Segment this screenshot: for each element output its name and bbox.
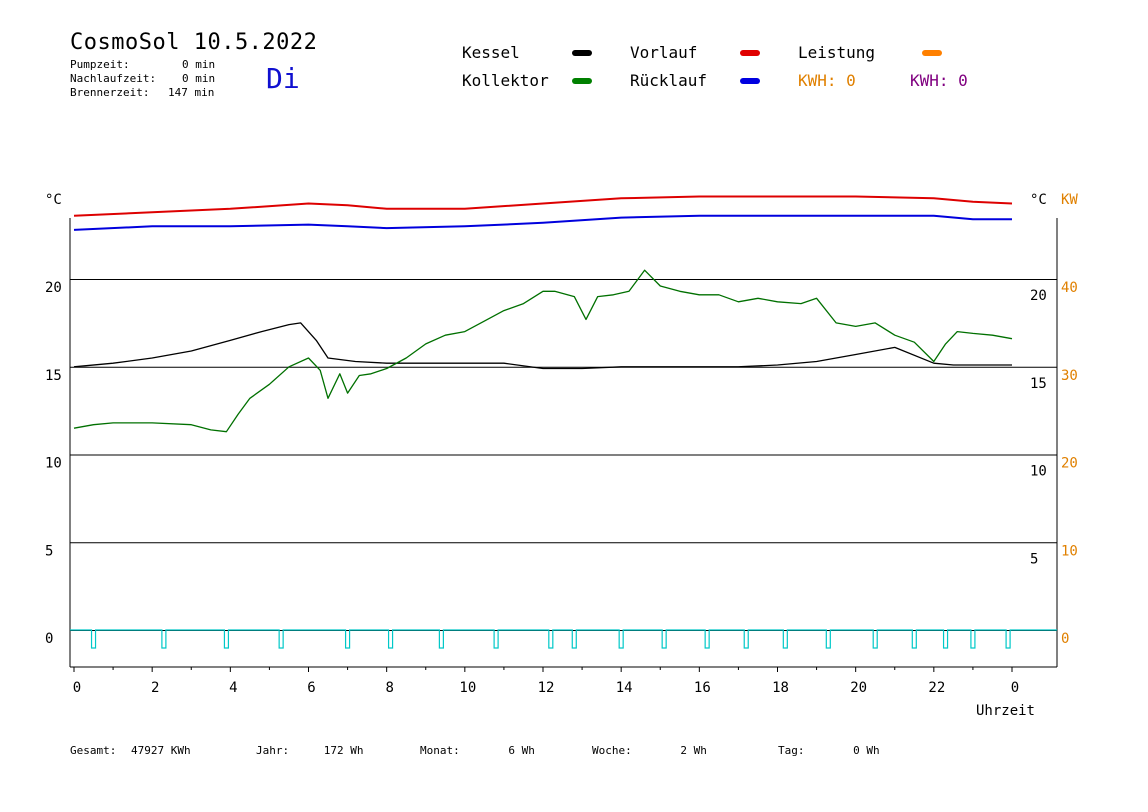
stat-value: 0 min	[182, 72, 216, 85]
x-tick-label: 16	[694, 680, 711, 696]
footer-gesamt: Gesamt: 47927 KWh	[70, 744, 191, 757]
legend-leistung-label: Leistung	[798, 43, 876, 62]
x-tick-label: 18	[772, 680, 789, 696]
x-tick-label: 6	[307, 680, 315, 696]
legend-kessel-swatch	[572, 50, 592, 56]
page-title: CosmoSol 10.5.2022	[70, 30, 318, 55]
y-tick-label: 5	[45, 543, 53, 559]
x-tick-label: 22	[928, 680, 945, 696]
y-tick-label-kw: 10	[1061, 543, 1078, 559]
footer-value: 47927 KWh	[130, 744, 191, 757]
stat-pumpzeit: Pumpzeit: 0 min	[70, 58, 215, 71]
x-tick-label: 10	[459, 680, 476, 696]
series-ruecklauf	[73, 214, 1012, 231]
series-kollektor	[73, 269, 1013, 433]
footer-label: Woche:	[592, 744, 632, 757]
series-pumpe	[70, 629, 1057, 649]
footer-label: Tag:	[778, 744, 805, 757]
y-tick-label-right: 5	[1030, 551, 1038, 567]
stat-value: 147 min	[168, 86, 215, 99]
stat-label: Nachlaufzeit:	[70, 72, 157, 85]
y-tick-label-right: 10	[1030, 464, 1047, 480]
footer-label: Jahr:	[256, 744, 290, 757]
series-vorlauf	[73, 195, 1013, 217]
legend-vorlauf-swatch	[740, 50, 760, 56]
x-tick-label: 14	[616, 680, 633, 696]
x-tick-label: 2	[151, 680, 159, 696]
y-tick-label: 20	[45, 280, 62, 296]
footer-label: Gesamt:	[70, 744, 117, 757]
stat-value: 0 min	[182, 58, 216, 71]
legend-kwh-orange: KWH: 0	[798, 71, 856, 90]
y-tick-label: 15	[45, 368, 62, 384]
legend-vorlauf-label: Vorlauf	[630, 43, 698, 62]
x-tick-label: 0	[1011, 680, 1019, 696]
x-tick-label: 0	[73, 680, 81, 696]
x-tick-label: 8	[385, 680, 393, 696]
y-axis-title-kw: KW	[1061, 192, 1078, 208]
x-tick-label: 12	[538, 680, 555, 696]
legend-kessel-label: Kessel	[462, 43, 520, 62]
legend-kollektor-label: Kollektor	[462, 71, 549, 90]
y-tick-label-right: 20	[1030, 288, 1047, 304]
y-tick-label-kw: 0	[1061, 631, 1069, 647]
y-tick-label: 10	[45, 456, 62, 472]
series-kessel	[73, 322, 1012, 370]
footer-value: 6 Wh	[508, 744, 535, 757]
stat-label: Pumpzeit:	[70, 58, 130, 71]
legend-ruecklauf-swatch	[740, 78, 760, 84]
x-tick-label: 20	[850, 680, 867, 696]
y-tick-label-kw: 40	[1061, 280, 1078, 296]
legend-kwh-purple: KWH: 0	[910, 71, 968, 90]
y-axis-title: °C	[45, 192, 62, 208]
stat-nachlaufzeit: Nachlaufzeit: 0 min	[70, 72, 215, 85]
footer-value: 172 Wh	[323, 744, 364, 757]
legend-ruecklauf-label: Rücklauf	[630, 71, 708, 90]
footer-value: 2 Wh	[680, 744, 707, 757]
y-tick-label-kw: 20	[1061, 456, 1078, 472]
y-tick-label: 0	[45, 631, 53, 647]
x-tick-label: 4	[229, 680, 237, 696]
stat-label: Brennerzeit:	[70, 86, 150, 99]
footer-jahr: Jahr: 172 Wh	[256, 744, 364, 757]
footer-monat: Monat: 6 Wh	[420, 744, 535, 757]
footer-woche: Woche: 2 Wh	[592, 744, 707, 757]
y-axis-title-right: °C	[1030, 192, 1047, 208]
footer-tag: Tag: 0 Wh	[778, 744, 880, 757]
legend-leistung-swatch	[922, 50, 942, 56]
weekday-label: Di	[266, 62, 300, 95]
legend-kollektor-swatch	[572, 78, 592, 84]
y-tick-label-kw: 30	[1061, 368, 1078, 384]
stat-brennerzeit: Brennerzeit: 147 min	[70, 86, 214, 99]
footer-label: Monat:	[420, 744, 460, 757]
y-tick-label-right: 15	[1030, 376, 1047, 392]
x-axis-title: Uhrzeit	[976, 703, 1035, 719]
footer-value: 0 Wh	[853, 744, 880, 757]
